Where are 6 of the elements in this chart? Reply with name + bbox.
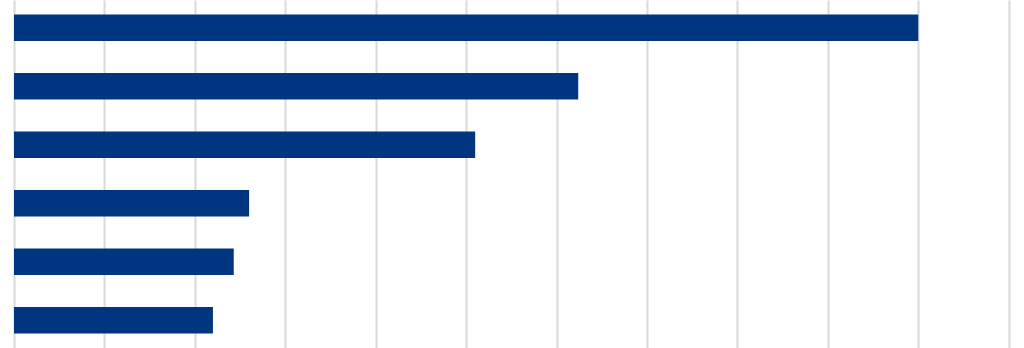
bar — [14, 248, 234, 275]
bar — [14, 307, 213, 334]
bar — [14, 131, 476, 158]
bar — [14, 14, 919, 41]
bar — [14, 190, 250, 217]
bar — [14, 73, 579, 100]
